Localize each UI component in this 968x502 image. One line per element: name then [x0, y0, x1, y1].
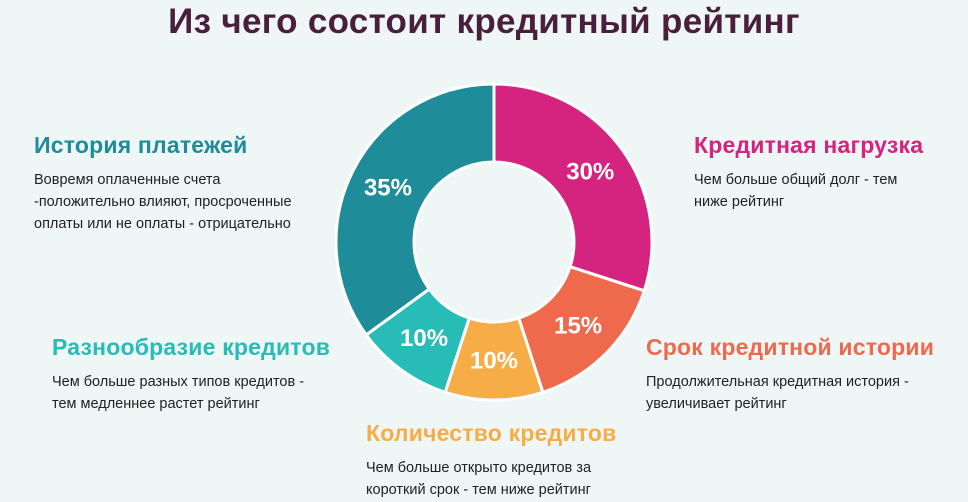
- slice-term-label: 15%: [554, 313, 602, 340]
- block-count-text: Чем больше открыто кредитов за короткий …: [366, 457, 666, 501]
- block-count: Количество кредитов Чем больше открыто к…: [366, 420, 666, 501]
- block-load-line-2: ниже рейтинг: [694, 194, 785, 210]
- block-history-line-1: Вовремя оплаченные счета: [34, 172, 221, 188]
- block-load-line-1: Чем больше общий долг - тем: [694, 172, 898, 188]
- slice-history: [334, 82, 496, 337]
- block-history-text: Вовремя оплаченные счета -положительно в…: [34, 169, 334, 235]
- block-count-heading: Количество кредитов: [366, 420, 617, 446]
- block-history-line-2: -положительно влияют, просроченные: [34, 194, 292, 210]
- block-history-heading: История платежей: [34, 132, 248, 158]
- block-term-line-2: увеличивает рейтинг: [646, 396, 787, 412]
- block-history-line-3: оплаты или не оплаты - отрицательно: [34, 216, 291, 232]
- block-variety-text: Чем больше разных типов кредитов - тем м…: [52, 371, 352, 415]
- slice-count-label: 10%: [470, 348, 518, 375]
- slice-load: [492, 82, 654, 293]
- block-load: Кредитная нагрузка Чем больше общий долг…: [694, 132, 964, 213]
- block-count-line-1: Чем больше открыто кредитов за: [366, 460, 592, 476]
- block-variety: Разнообразие кредитов Чем больше разных …: [52, 334, 352, 415]
- block-variety-line-1: Чем больше разных типов кредитов -: [52, 374, 305, 390]
- block-history: История платежей Вовремя оплаченные счет…: [34, 132, 334, 235]
- block-term: Срок кредитной истории Продолжительная к…: [646, 334, 964, 415]
- block-term-text: Продолжительная кредитная история - увел…: [646, 371, 964, 415]
- block-variety-heading: Разнообразие кредитов: [52, 334, 331, 360]
- slice-load-label: 30%: [566, 159, 614, 186]
- block-load-text: Чем больше общий долг - тем ниже рейтинг: [694, 169, 964, 213]
- block-variety-line-2: тем медленнее растет рейтинг: [52, 396, 260, 412]
- block-count-line-2: короткий срок - тем ниже рейтинг: [366, 482, 591, 498]
- block-term-line-1: Продолжительная кредитная история -: [646, 374, 909, 390]
- slice-history-label: 35%: [364, 174, 412, 201]
- block-load-heading: Кредитная нагрузка: [694, 132, 924, 158]
- slice-variety-label: 10%: [400, 325, 448, 352]
- page-title: Из чего состоит кредитный рейтинг: [168, 2, 800, 41]
- block-term-heading: Срок кредитной истории: [646, 334, 935, 360]
